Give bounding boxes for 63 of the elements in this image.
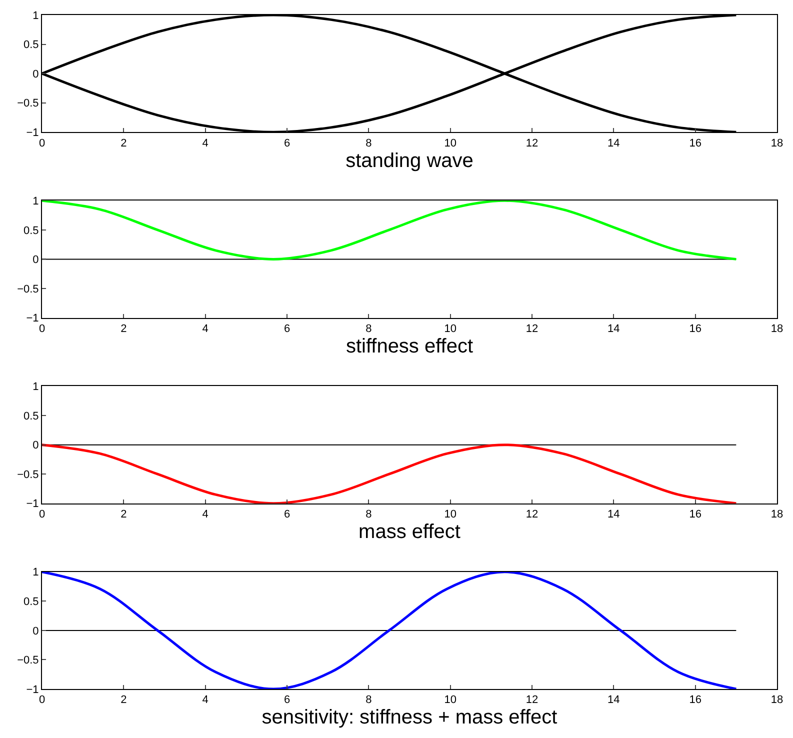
- x-tick-label: 8: [366, 508, 372, 521]
- y-tick-label: 0.5: [24, 224, 39, 237]
- y-tick-label: −1: [26, 498, 39, 510]
- x-tick-label: 18: [770, 694, 784, 706]
- x-tick-label: 6: [284, 508, 290, 521]
- y-tick-label: −0.5: [17, 468, 39, 481]
- x-tick-label: 8: [366, 694, 372, 706]
- x-tick-label: 2: [120, 322, 127, 335]
- y-tick-label: −1: [26, 312, 39, 325]
- x-tick-label: 14: [608, 322, 620, 335]
- x-axis-title: mass effect: [358, 521, 461, 544]
- x-tick-label: 6: [284, 137, 290, 150]
- x-tick-label: 10: [444, 137, 456, 150]
- y-tick-label: −0.5: [17, 283, 39, 296]
- x-tick-label: 12: [526, 508, 538, 521]
- x-tick-label: 4: [202, 137, 208, 150]
- x-tick-label: 10: [444, 508, 456, 521]
- y-tick-label: 0: [32, 68, 39, 80]
- x-tick-label: 2: [120, 508, 127, 521]
- x-tick-label: 16: [689, 508, 702, 521]
- x-tick-label: 2: [120, 137, 127, 150]
- x-tick-label: 18: [770, 508, 784, 521]
- x-tick-label: 14: [608, 694, 620, 706]
- y-tick-label: 0: [32, 254, 39, 266]
- x-tick-label: 10: [444, 322, 456, 335]
- x-tick-label: 8: [366, 322, 372, 335]
- x-tick-label: 16: [689, 137, 702, 150]
- x-tick-label: 2: [120, 694, 127, 706]
- line-series: [42, 572, 738, 689]
- y-tick-label: −1: [26, 684, 39, 696]
- y-tick-label: 0: [32, 625, 39, 638]
- x-tick-label: 18: [770, 322, 784, 335]
- x-tick-label: 8: [366, 137, 372, 150]
- y-tick-label: 1: [32, 10, 39, 22]
- x-axis-title: standing wave: [346, 150, 474, 172]
- line-series: [42, 444, 738, 504]
- y-tick-label: 1: [32, 195, 39, 208]
- x-axis-title: sensitivity: stiffness + mass effect: [262, 706, 558, 729]
- x-tick-label: 14: [608, 137, 620, 150]
- y-tick-label: 0.5: [24, 410, 39, 422]
- x-tick-label: 12: [526, 322, 538, 335]
- x-tick-label: 4: [202, 322, 208, 335]
- y-tick-label: −0.5: [17, 654, 39, 667]
- y-tick-label: 0.5: [24, 39, 39, 52]
- x-tick-label: 4: [202, 694, 208, 706]
- line-series: [42, 200, 738, 260]
- x-tick-label: 18: [770, 137, 784, 150]
- x-tick-label: 16: [689, 694, 702, 706]
- y-tick-label: −1: [26, 126, 39, 139]
- y-tick-label: 1: [32, 566, 39, 579]
- y-tick-label: 0: [32, 440, 39, 452]
- x-tick-label: 4: [202, 508, 208, 521]
- x-tick-label: 12: [526, 694, 538, 706]
- y-tick-label: 1: [32, 381, 39, 394]
- y-tick-label: 0.5: [24, 596, 39, 608]
- x-tick-label: 16: [689, 322, 702, 335]
- x-tick-label: 12: [526, 137, 538, 150]
- x-tick-label: 6: [284, 322, 290, 335]
- x-tick-label: 14: [608, 508, 620, 521]
- y-tick-label: −0.5: [17, 98, 39, 110]
- x-tick-label: 10: [444, 694, 456, 706]
- x-tick-label: 6: [284, 694, 290, 706]
- x-axis-title: stiffness effect: [346, 335, 474, 358]
